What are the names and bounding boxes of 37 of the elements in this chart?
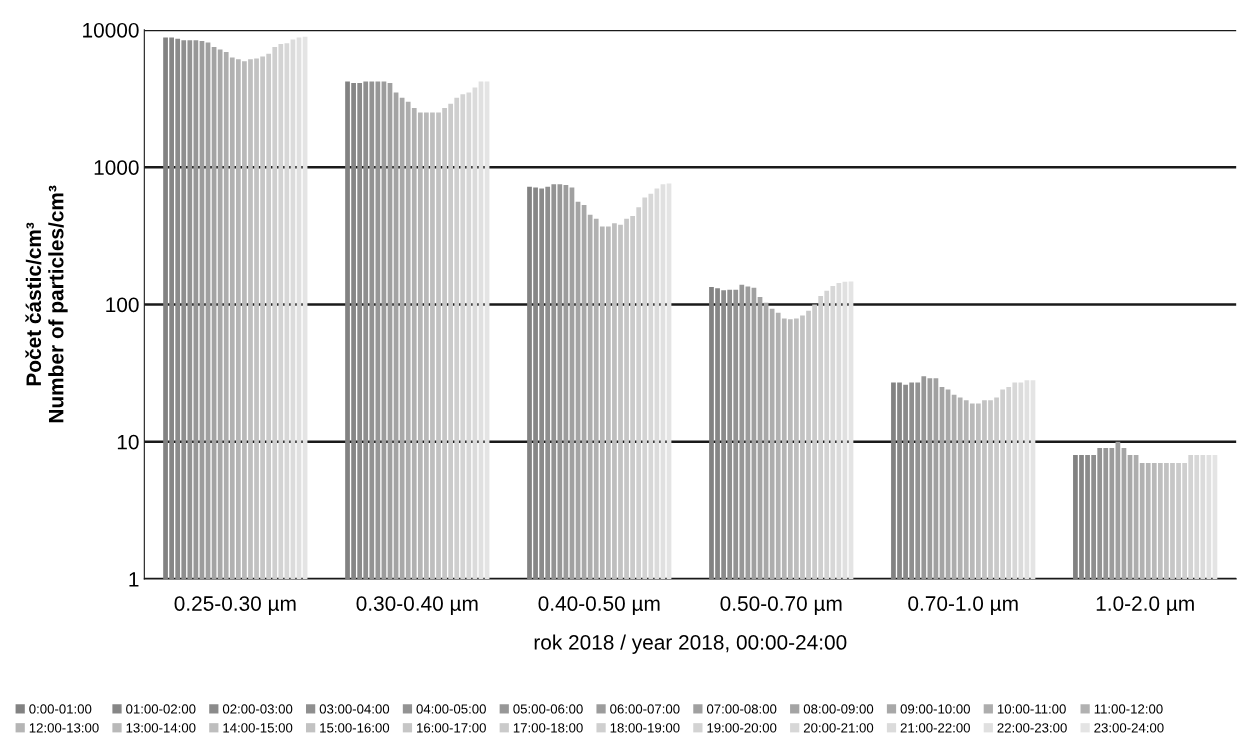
legend-label: 06:00-07:00 bbox=[610, 704, 680, 714]
y-axis-title: Počet částic/cm³ Number of particles/cm³ bbox=[25, 185, 68, 423]
legend-label: 12:00-13:00 bbox=[29, 723, 99, 733]
legend-label: 15:00-16:00 bbox=[320, 723, 390, 733]
legend-label: 08:00-09:00 bbox=[803, 704, 874, 714]
legend-label: 13:00-14:00 bbox=[126, 723, 196, 733]
x-tick-label: 1.0-2.0 µm bbox=[1096, 596, 1194, 616]
x-tick-label: 0.25-0.30 µm bbox=[174, 596, 296, 616]
x-tick-label: 0.30-0.40 µm bbox=[356, 596, 478, 616]
legend-label: 16:00-17:00 bbox=[417, 723, 486, 733]
legend-label: 0:00-01:00 bbox=[29, 704, 92, 714]
legend-label: 14:00-15:00 bbox=[223, 723, 293, 733]
y-tick-label: 10 bbox=[117, 434, 139, 450]
legend-label: 09:00-10:00 bbox=[900, 704, 970, 714]
legend-label: 20:00-21:00 bbox=[803, 723, 874, 733]
legend-label: 22:00-23:00 bbox=[997, 723, 1067, 733]
x-tick-label: 0.50-0.70 µm bbox=[720, 596, 842, 616]
legend-label: 19:00-20:00 bbox=[707, 723, 777, 733]
legend-label: 21:00-22:00 bbox=[900, 723, 970, 733]
legend-label: 02:00-03:00 bbox=[222, 704, 293, 714]
y-tick-label: 10000 bbox=[83, 22, 139, 38]
x-tick-label: 0.70-1.0 µm bbox=[908, 596, 1018, 616]
legend-label: 11:00-12:00 bbox=[1094, 704, 1163, 714]
legend-label: 10:00-11:00 bbox=[997, 704, 1066, 714]
legend-label: 03:00-04:00 bbox=[319, 704, 390, 714]
legend-label: 17:00-18:00 bbox=[513, 723, 583, 733]
legend-label: 05:00-06:00 bbox=[513, 704, 583, 714]
legend-label: 04:00-05:00 bbox=[416, 704, 486, 714]
legend-label: 07:00-08:00 bbox=[706, 704, 777, 714]
y-tick-label: 100 bbox=[106, 297, 139, 313]
legend-label: 01:00-02:00 bbox=[126, 704, 196, 714]
x-axis-title: rok 2018 / year 2018, 00:00-24:00 bbox=[534, 634, 847, 654]
y-tick-label: 1000 bbox=[94, 160, 139, 175]
y-tick-label: 1 bbox=[129, 572, 139, 587]
legend-label: 23:00-24:00 bbox=[1094, 723, 1164, 733]
x-tick-label: 0.40-0.50 µm bbox=[538, 596, 660, 616]
legend-label: 18:00-19:00 bbox=[610, 723, 680, 733]
